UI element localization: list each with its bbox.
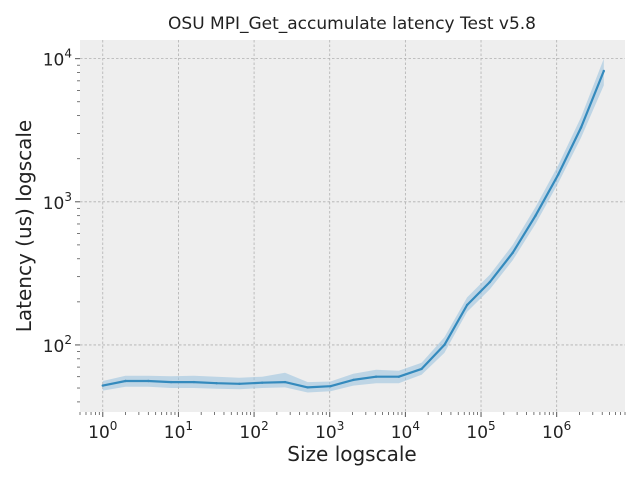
data-point <box>192 380 196 384</box>
data-point <box>169 380 173 384</box>
data-point <box>443 343 446 347</box>
data-point <box>465 303 469 307</box>
data-point <box>488 280 492 284</box>
data-point <box>534 214 537 217</box>
x-tick-label: 102 <box>239 419 268 443</box>
grid-lines <box>80 40 625 412</box>
x-tick-label: 101 <box>164 419 193 443</box>
data-point <box>306 386 309 389</box>
y-tick-label: 102 <box>43 333 72 357</box>
series-layer <box>101 58 605 393</box>
data-point <box>147 379 150 383</box>
x-tick-label: 105 <box>466 419 495 443</box>
chart-title: OSU MPI_Get_accumulate latency Test v5.8 <box>168 14 536 34</box>
y-tick-label: 104 <box>43 47 72 71</box>
x-tick-label: 103 <box>315 419 344 443</box>
data-point <box>101 384 105 387</box>
data-point <box>215 382 218 385</box>
x-axis-label: Size logscale <box>287 442 416 466</box>
data-point <box>579 126 583 129</box>
y-tick-label: 103 <box>43 190 72 214</box>
data-point <box>511 251 514 254</box>
data-point <box>124 379 127 383</box>
data-point <box>329 385 332 388</box>
x-tick-label: 106 <box>542 419 571 443</box>
y-axis-label: Latency (us) logscale <box>12 120 36 333</box>
data-point <box>374 375 378 378</box>
data-point <box>397 375 400 378</box>
x-tick-label: 100 <box>88 419 117 443</box>
data-point <box>238 382 241 385</box>
data-point <box>352 378 355 382</box>
data-point <box>261 381 264 384</box>
axis-ticks: 100 101 102 103 104 105 106 102 103 104 <box>43 47 626 443</box>
data-point <box>283 380 287 384</box>
data-point <box>420 367 423 371</box>
plot-area <box>80 40 625 412</box>
data-point <box>602 69 605 73</box>
x-tick-label: 104 <box>391 419 420 443</box>
data-point <box>557 173 560 176</box>
